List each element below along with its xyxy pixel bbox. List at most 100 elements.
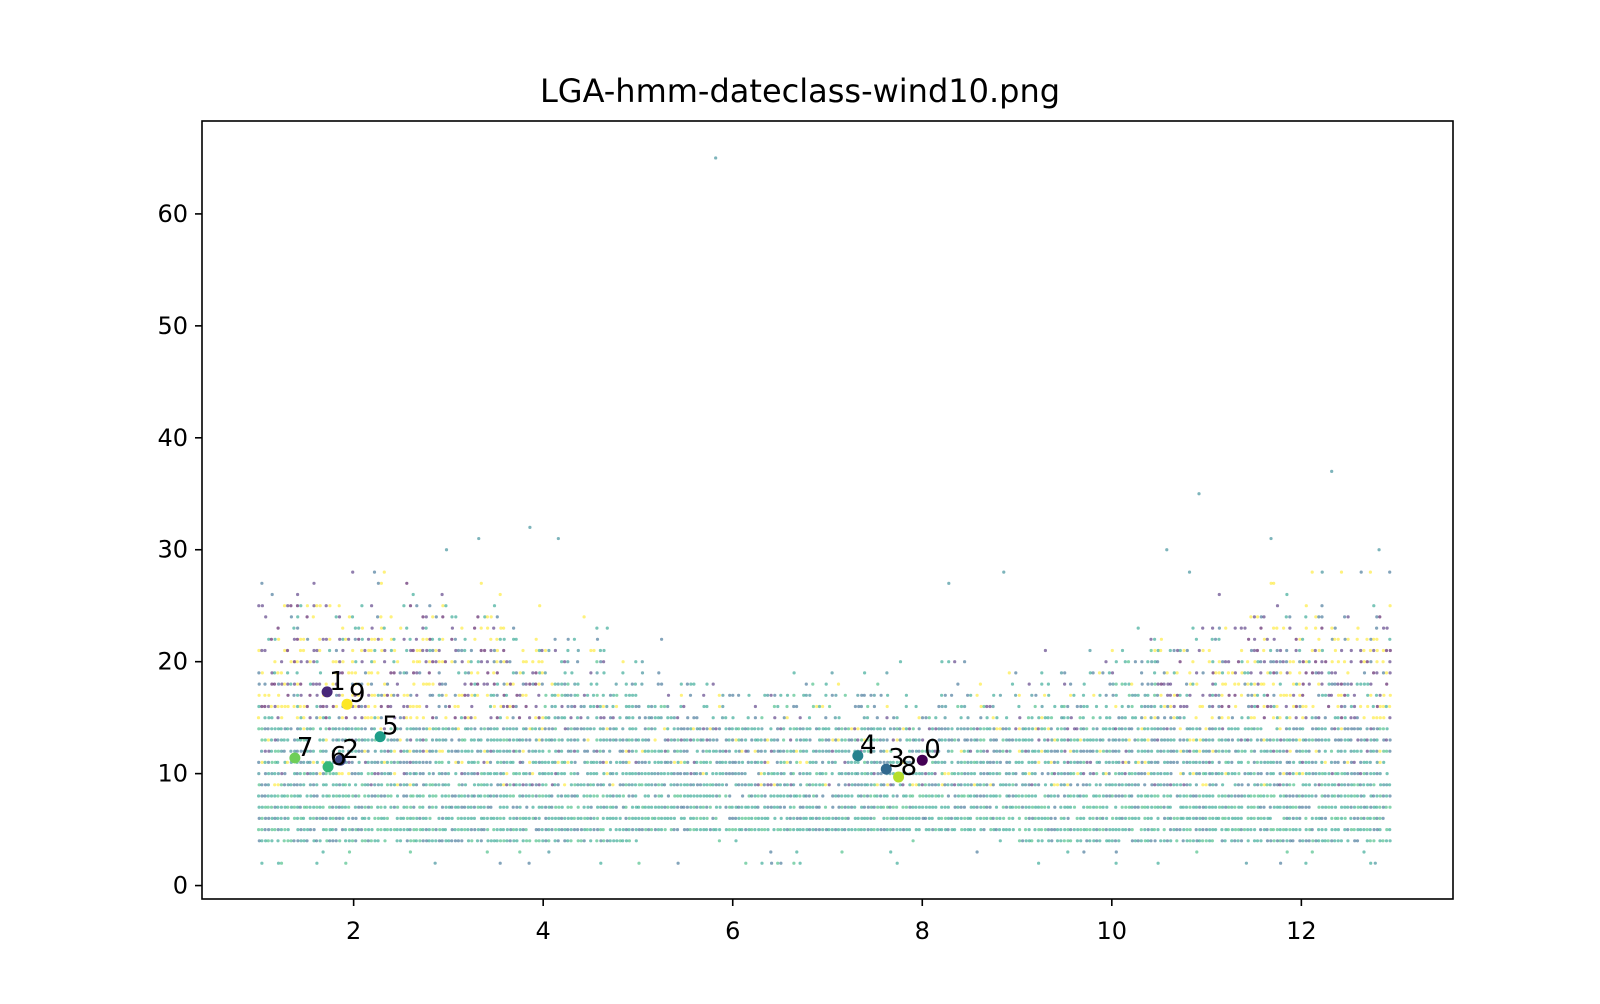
data-point (550, 727, 555, 731)
data-point (499, 626, 503, 630)
data-point (1220, 772, 1224, 776)
data-point (875, 794, 879, 798)
data-point (853, 704, 858, 709)
data-point (389, 738, 393, 742)
data-point (324, 682, 328, 686)
data-point (1053, 816, 1057, 821)
data-point (282, 794, 287, 798)
data-point (306, 772, 310, 776)
data-point (485, 816, 489, 821)
data-point (624, 772, 629, 776)
y-tick-label: 20 (157, 648, 188, 676)
data-point (601, 760, 605, 765)
data-point (1310, 570, 1314, 574)
data-point (450, 738, 454, 742)
data-point (895, 760, 899, 765)
data-point (1369, 682, 1373, 686)
data-point (447, 760, 451, 765)
data-point (1330, 772, 1334, 776)
data-point (1130, 749, 1134, 753)
data-point (347, 816, 351, 821)
data-point (331, 749, 335, 753)
data-point (908, 749, 912, 753)
data-point (415, 604, 419, 608)
data-point (1204, 772, 1208, 776)
data-point (1066, 794, 1070, 798)
data-point (1263, 760, 1267, 765)
data-point (711, 682, 715, 686)
data-point (312, 660, 316, 664)
data-point (989, 794, 993, 798)
data-point (843, 760, 847, 765)
data-point (1271, 760, 1276, 765)
data-point (1249, 671, 1253, 675)
data-point (344, 861, 348, 865)
data-point (1366, 682, 1370, 686)
data-point (740, 749, 744, 753)
data-point (1027, 738, 1031, 742)
data-point (1278, 749, 1282, 753)
data-point (279, 727, 283, 731)
data-point (740, 805, 744, 809)
data-point (972, 727, 976, 731)
data-point (534, 828, 538, 832)
data-point (1278, 727, 1282, 731)
data-point (1001, 749, 1005, 753)
data-point (315, 693, 319, 697)
data-point (321, 772, 325, 776)
outlier-point (1197, 492, 1201, 496)
data-point (1339, 738, 1343, 742)
data-point (466, 660, 471, 664)
data-point (853, 783, 857, 787)
data-point (930, 794, 934, 798)
data-point (1198, 738, 1202, 742)
data-point (508, 660, 512, 664)
data-point (592, 749, 596, 753)
data-point (402, 637, 406, 641)
data-point (766, 738, 770, 742)
data-point (1285, 671, 1289, 675)
data-point (615, 760, 619, 765)
data-point (1378, 805, 1382, 809)
data-point (615, 794, 619, 798)
data-point (1285, 592, 1289, 597)
data-point (582, 727, 586, 731)
data-point (740, 783, 744, 787)
data-point (1388, 794, 1392, 798)
data-point (1256, 805, 1260, 809)
data-point (1314, 615, 1318, 619)
data-point (437, 760, 441, 765)
data-point (889, 816, 893, 821)
data-point (1217, 637, 1221, 641)
data-point (1069, 760, 1073, 765)
data-point (424, 816, 428, 821)
data-point (982, 828, 986, 832)
data-point (1179, 816, 1183, 821)
data-point (360, 626, 364, 630)
data-point (1140, 671, 1144, 675)
data-point (453, 828, 457, 832)
data-point (934, 727, 938, 731)
data-point (398, 839, 403, 843)
data-point (998, 839, 1002, 843)
data-point (689, 794, 693, 798)
data-point (624, 805, 628, 809)
data-point (505, 794, 509, 798)
data-point (331, 794, 335, 798)
data-point (898, 828, 902, 832)
data-point (453, 660, 457, 664)
data-point (1008, 749, 1012, 753)
data-point (631, 794, 635, 798)
data-point (457, 794, 461, 798)
data-point (666, 794, 671, 798)
data-point (1378, 816, 1382, 821)
data-point (772, 828, 776, 832)
data-point (1327, 772, 1331, 776)
data-point (305, 738, 309, 742)
data-point (753, 783, 757, 787)
data-point (299, 682, 303, 686)
data-point (1056, 738, 1060, 742)
data-point (972, 760, 977, 765)
outlier-point (947, 581, 951, 585)
data-point (1195, 749, 1199, 753)
